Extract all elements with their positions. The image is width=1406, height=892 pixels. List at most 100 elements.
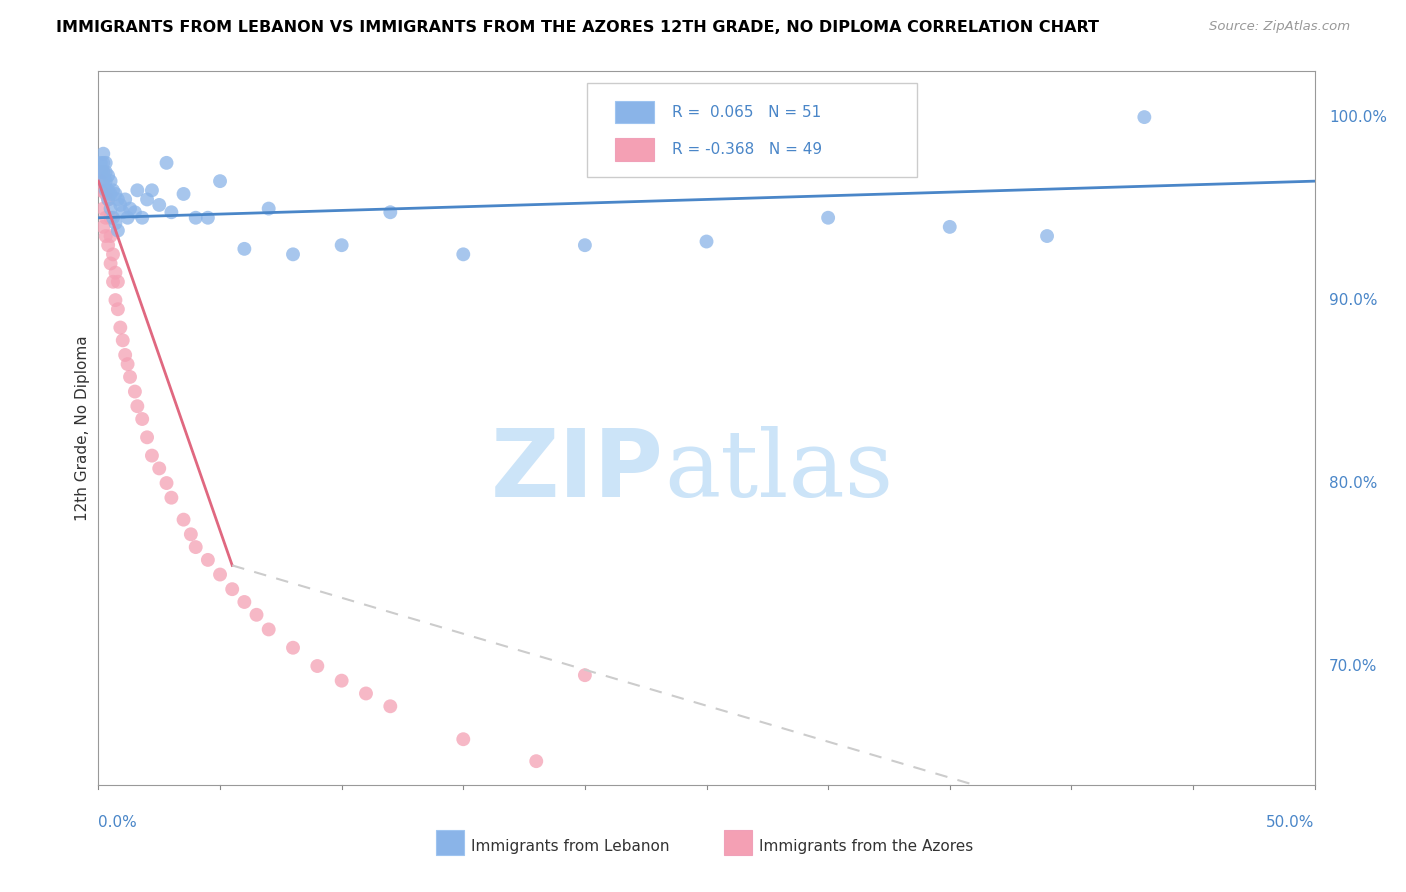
Point — [91, 174, 114, 188]
Point — [330, 673, 353, 688]
Point — [97, 193, 120, 207]
FancyBboxPatch shape — [616, 101, 654, 123]
Point — [136, 193, 159, 207]
Point — [94, 156, 117, 170]
Point — [453, 732, 475, 747]
Point — [221, 582, 243, 597]
Y-axis label: 12th Grade, No Diploma: 12th Grade, No Diploma — [75, 335, 90, 521]
Point — [111, 205, 134, 219]
Point — [90, 165, 112, 179]
Point — [100, 202, 122, 216]
Point — [574, 238, 596, 252]
Point — [94, 174, 117, 188]
Point — [131, 211, 153, 225]
Point — [91, 165, 114, 179]
Point — [257, 202, 280, 216]
Point — [97, 183, 120, 197]
Text: 100.0%: 100.0% — [1329, 110, 1388, 125]
Point — [114, 348, 136, 362]
Point — [104, 266, 127, 280]
Point — [94, 165, 117, 179]
Point — [160, 205, 183, 219]
Text: ZIP: ZIP — [491, 425, 664, 517]
Point — [233, 242, 256, 256]
Point — [817, 211, 839, 225]
Point — [148, 461, 170, 475]
Text: Source: ZipAtlas.com: Source: ZipAtlas.com — [1209, 20, 1350, 33]
Point — [94, 186, 117, 201]
Point — [281, 640, 304, 655]
Point — [94, 183, 117, 197]
Point — [94, 211, 117, 225]
Point — [100, 186, 122, 201]
Text: atlas: atlas — [664, 426, 893, 516]
Point — [245, 607, 267, 622]
Point — [124, 384, 146, 399]
Point — [281, 247, 304, 261]
Point — [155, 156, 177, 170]
Point — [148, 198, 170, 212]
FancyBboxPatch shape — [588, 84, 917, 177]
Point — [696, 235, 718, 249]
Point — [110, 320, 132, 334]
Point — [380, 205, 402, 219]
Point — [574, 668, 596, 682]
Point — [136, 430, 159, 444]
Point — [107, 302, 129, 317]
Text: 80.0%: 80.0% — [1329, 475, 1378, 491]
Text: 0.0%: 0.0% — [98, 815, 138, 830]
Point — [107, 193, 129, 207]
Point — [97, 169, 120, 183]
Point — [131, 412, 153, 426]
Point — [184, 211, 207, 225]
Point — [104, 216, 127, 230]
Point — [110, 198, 132, 212]
Point — [117, 211, 139, 225]
Point — [91, 202, 114, 216]
Point — [160, 491, 183, 505]
Point — [257, 623, 280, 637]
Point — [380, 699, 402, 714]
Point — [141, 449, 163, 463]
Point — [124, 205, 146, 219]
Point — [173, 513, 195, 527]
Point — [101, 275, 124, 289]
Text: 90.0%: 90.0% — [1329, 293, 1378, 308]
Text: 50.0%: 50.0% — [1267, 815, 1315, 830]
Text: R = -0.368   N = 49: R = -0.368 N = 49 — [672, 142, 823, 157]
Point — [91, 165, 114, 179]
Point — [101, 183, 124, 197]
Point — [107, 275, 129, 289]
Text: R =  0.065   N = 51: R = 0.065 N = 51 — [672, 104, 821, 120]
Point — [141, 183, 163, 197]
Point — [453, 247, 475, 261]
Point — [209, 174, 232, 188]
Point — [104, 293, 127, 307]
Point — [180, 527, 202, 541]
Point — [118, 202, 141, 216]
Point — [1036, 229, 1059, 244]
Point — [197, 553, 219, 567]
Point — [100, 229, 122, 244]
Point — [939, 219, 962, 234]
Point — [100, 256, 122, 270]
Point — [127, 183, 149, 197]
Point — [90, 183, 112, 197]
Point — [127, 399, 149, 413]
Point — [173, 186, 195, 201]
Point — [104, 186, 127, 201]
Point — [1133, 110, 1156, 124]
Point — [117, 357, 139, 371]
Point — [100, 174, 122, 188]
Point — [94, 229, 117, 244]
FancyBboxPatch shape — [616, 137, 654, 161]
Text: IMMIGRANTS FROM LEBANON VS IMMIGRANTS FROM THE AZORES 12TH GRADE, NO DIPLOMA COR: IMMIGRANTS FROM LEBANON VS IMMIGRANTS FR… — [56, 20, 1099, 35]
Point — [114, 193, 136, 207]
Point — [91, 156, 114, 170]
Point — [111, 334, 134, 348]
Point — [90, 156, 112, 170]
Point — [118, 370, 141, 384]
Point — [330, 238, 353, 252]
Point — [155, 476, 177, 491]
Point — [100, 211, 122, 225]
